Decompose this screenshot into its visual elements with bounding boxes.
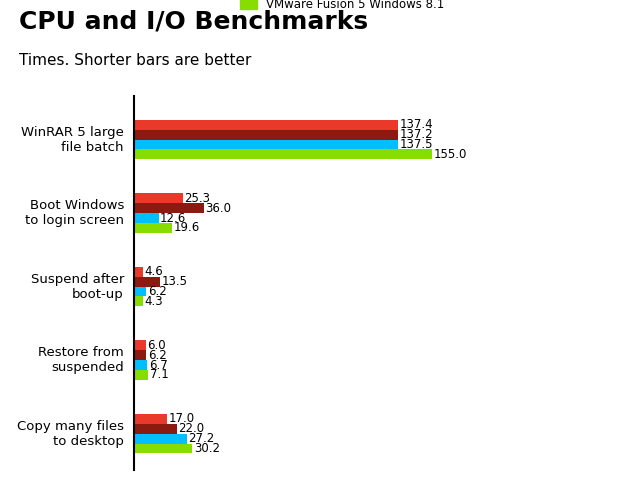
Text: 4.3: 4.3 xyxy=(144,295,163,308)
Bar xyxy=(134,297,143,306)
Text: 13.5: 13.5 xyxy=(162,275,188,288)
Text: 36.0: 36.0 xyxy=(205,202,231,215)
Text: 25.3: 25.3 xyxy=(184,192,211,205)
Legend: Parallels Desktop 9 Windows 8.1, Parallels Desktop 8 Windows 8.1, VMware Fusion : Parallels Desktop 9 Windows 8.1, Paralle… xyxy=(240,0,458,11)
Bar xyxy=(134,414,167,424)
Text: 30.2: 30.2 xyxy=(194,442,220,455)
Text: 137.4: 137.4 xyxy=(400,118,433,131)
Bar xyxy=(134,350,147,360)
Bar xyxy=(134,193,183,203)
Text: 4.6: 4.6 xyxy=(145,265,163,278)
Bar xyxy=(134,267,143,276)
Text: 22.0: 22.0 xyxy=(178,422,204,435)
Text: Times. Shorter bars are better: Times. Shorter bars are better xyxy=(19,53,252,68)
Bar xyxy=(134,149,432,159)
Text: 6.2: 6.2 xyxy=(148,285,166,298)
Bar xyxy=(134,213,159,223)
Text: CPU and I/O Benchmarks: CPU and I/O Benchmarks xyxy=(19,10,369,34)
Bar xyxy=(134,287,147,297)
Text: 17.0: 17.0 xyxy=(168,412,195,425)
Bar xyxy=(134,223,172,233)
Text: 7.1: 7.1 xyxy=(150,369,168,382)
Bar xyxy=(134,433,187,444)
Text: 6.0: 6.0 xyxy=(147,339,166,352)
Bar xyxy=(134,340,146,350)
Bar xyxy=(134,424,177,433)
Bar xyxy=(134,370,148,380)
Bar xyxy=(134,120,398,130)
Bar xyxy=(134,203,204,213)
Text: 27.2: 27.2 xyxy=(188,432,214,445)
Bar xyxy=(134,360,147,370)
Text: 155.0: 155.0 xyxy=(433,148,467,161)
Text: 19.6: 19.6 xyxy=(173,221,200,234)
Bar xyxy=(134,140,398,149)
Bar xyxy=(134,130,398,140)
Text: 6.2: 6.2 xyxy=(148,348,166,361)
Bar xyxy=(134,276,160,287)
Text: 12.6: 12.6 xyxy=(160,212,186,225)
Bar xyxy=(134,444,193,454)
Text: 137.2: 137.2 xyxy=(399,128,433,141)
Text: 6.7: 6.7 xyxy=(149,359,168,372)
Text: 137.5: 137.5 xyxy=(400,138,433,151)
